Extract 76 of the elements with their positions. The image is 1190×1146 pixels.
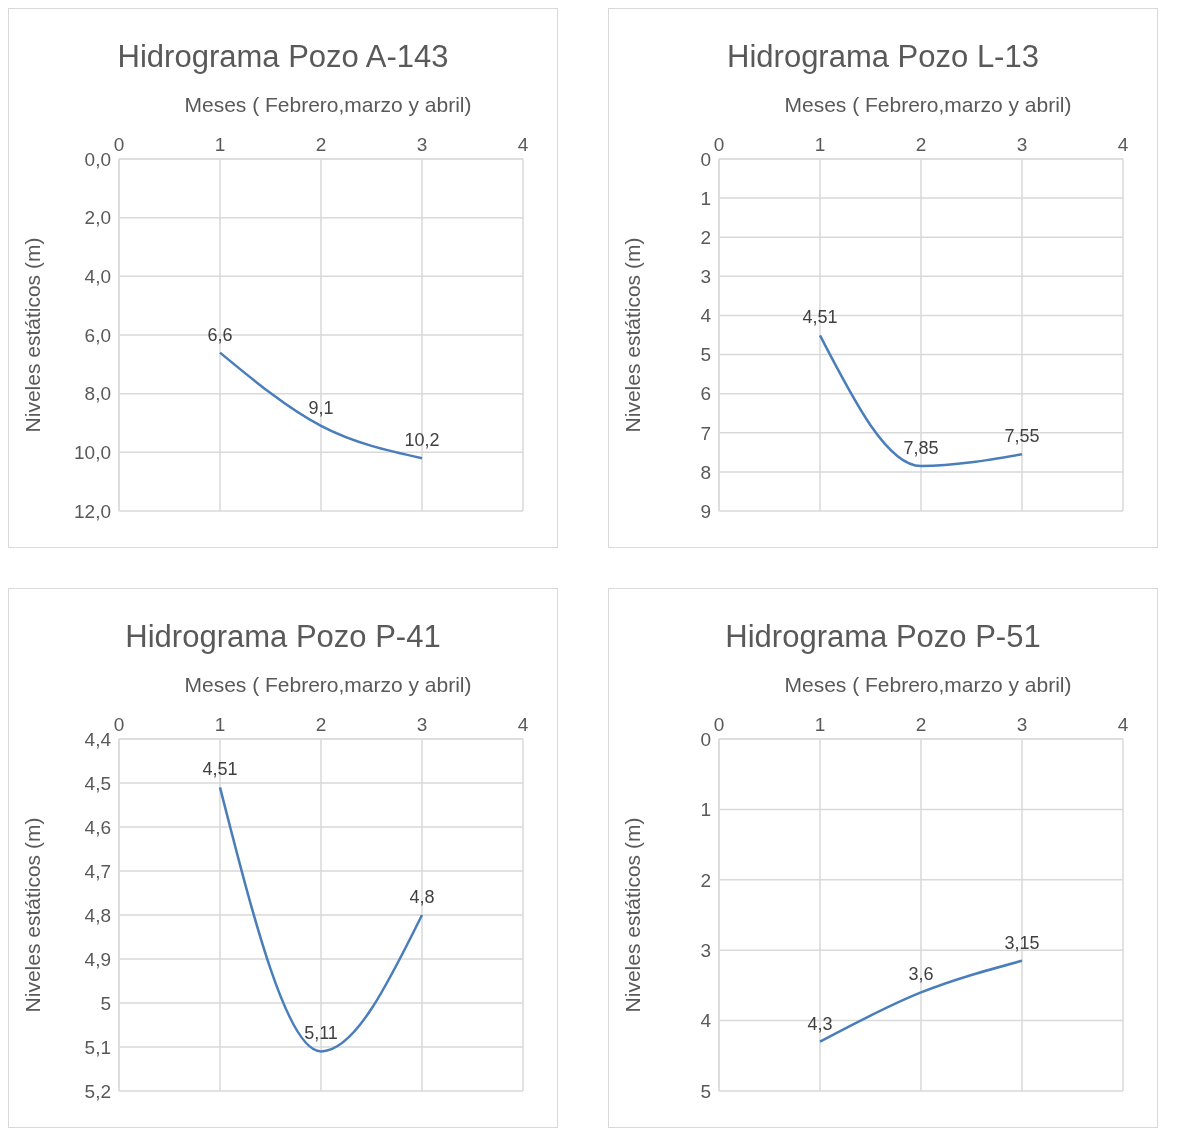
x-tick-label: 3 xyxy=(416,714,428,735)
y-tick-label: 8,0 xyxy=(84,383,111,405)
y-axis-title: Niveles estáticos (m) xyxy=(21,237,45,433)
y-tick-label: 0 xyxy=(700,148,711,170)
x-tick-label: 1 xyxy=(814,714,826,735)
y-tick-label: 5 xyxy=(100,992,111,1014)
x-tick-label: 3 xyxy=(1016,134,1028,155)
y-tick-label: 10,0 xyxy=(74,442,111,464)
y-tick-label: 4,6 xyxy=(84,816,111,838)
data-label: 6,6 xyxy=(207,324,233,345)
data-label: 7,55 xyxy=(1004,426,1040,447)
x-tick-label: 0 xyxy=(113,134,125,155)
y-tick-label: 4 xyxy=(700,305,712,327)
x-tick-label: 1 xyxy=(214,134,226,155)
y-tick-label: 12,0 xyxy=(74,500,111,522)
data-label: 7,85 xyxy=(903,438,939,459)
y-tick-label: 6,0 xyxy=(84,324,111,346)
y-tick-label: 5 xyxy=(700,1080,711,1102)
data-label: 3,6 xyxy=(908,964,934,985)
x-tick-label: 1 xyxy=(814,134,826,155)
x-tick-label: 0 xyxy=(113,714,125,735)
y-axis-title: Niveles estáticos (m) xyxy=(621,817,645,1013)
y-tick-label: 8 xyxy=(700,461,711,483)
data-label: 10,2 xyxy=(404,430,440,451)
data-label: 4,3 xyxy=(807,1013,833,1034)
data-label: 4,51 xyxy=(802,307,838,328)
y-tick-label: 4,5 xyxy=(84,772,111,794)
data-label: 4,51 xyxy=(202,759,238,780)
x-tick-label: 3 xyxy=(416,134,428,155)
y-tick-label: 0 xyxy=(700,728,711,750)
chart-title: Hidrograma Pozo L-13 xyxy=(726,39,1040,75)
y-tick-label: 7 xyxy=(700,422,711,444)
x-tick-label: 4 xyxy=(517,714,529,735)
data-label: 9,1 xyxy=(308,397,334,418)
x-tick-label: 2 xyxy=(315,714,327,735)
y-tick-label: 5 xyxy=(700,344,711,366)
y-tick-label: 2 xyxy=(700,226,711,248)
y-tick-label: 5,2 xyxy=(84,1080,111,1102)
data-label: 4,8 xyxy=(409,887,435,907)
x-tick-label: 1 xyxy=(214,714,226,735)
y-tick-label: 5,1 xyxy=(84,1036,111,1058)
x-tick-label: 3 xyxy=(1016,714,1028,735)
y-tick-label: 4,4 xyxy=(84,728,112,750)
y-tick-label: 4,0 xyxy=(84,266,111,288)
x-tick-label: 4 xyxy=(1117,714,1129,735)
x-axis-title: Meses ( Febrero,marzo y abril) xyxy=(783,673,1073,697)
chart-title: Hidrograma Pozo A-143 xyxy=(116,39,450,75)
x-tick-label: 2 xyxy=(915,134,927,155)
chart-title: Hidrograma Pozo P-51 xyxy=(724,619,1042,655)
x-tick-label: 2 xyxy=(915,714,927,735)
y-tick-label: 6 xyxy=(700,383,711,405)
y-tick-label: 1 xyxy=(700,187,711,209)
y-axis-title: Niveles estáticos (m) xyxy=(21,817,45,1013)
y-tick-label: 1 xyxy=(700,799,711,821)
x-tick-label: 4 xyxy=(517,134,529,155)
y-tick-label: 4,9 xyxy=(84,948,111,970)
x-tick-label: 0 xyxy=(713,134,725,155)
x-tick-label: 2 xyxy=(315,134,327,155)
y-tick-label: 4,7 xyxy=(84,860,111,882)
y-tick-label: 4 xyxy=(700,1010,712,1032)
y-tick-label: 3 xyxy=(700,939,711,961)
y-axis-title: Niveles estáticos (m) xyxy=(621,237,645,433)
y-tick-label: 4,8 xyxy=(84,904,111,926)
data-label: 5,11 xyxy=(304,1023,338,1044)
x-tick-label: 0 xyxy=(713,714,725,735)
x-tick-label: 4 xyxy=(1117,134,1129,155)
y-tick-label: 3 xyxy=(700,266,711,288)
x-axis-title: Meses ( Febrero,marzo y abril) xyxy=(183,93,473,117)
x-axis-title: Meses ( Febrero,marzo y abril) xyxy=(183,673,473,697)
y-tick-label: 9 xyxy=(700,500,711,522)
x-axis-title: Meses ( Febrero,marzo y abril) xyxy=(783,93,1073,117)
y-tick-label: 2,0 xyxy=(84,207,111,229)
data-label: 3,15 xyxy=(1004,932,1040,953)
y-tick-label: 2 xyxy=(700,869,711,891)
y-tick-label: 0,0 xyxy=(84,148,111,170)
chart-title: Hidrograma Pozo P-41 xyxy=(124,619,442,655)
